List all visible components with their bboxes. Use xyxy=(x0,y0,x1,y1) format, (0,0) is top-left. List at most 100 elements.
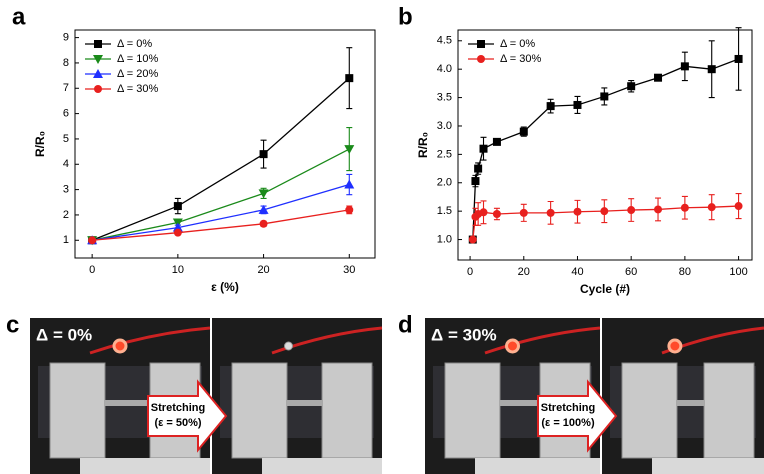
marker xyxy=(707,65,716,74)
series-line xyxy=(92,209,350,241)
rail xyxy=(105,400,150,406)
x-axis-label: Cycle (#) xyxy=(580,282,630,296)
marker xyxy=(680,62,689,71)
marker xyxy=(573,100,582,109)
marker xyxy=(477,55,485,63)
y-tick-label: 3.5 xyxy=(437,91,452,103)
y-tick-label: 8 xyxy=(63,57,69,69)
marker xyxy=(573,207,582,216)
y-tick-label: 2.0 xyxy=(437,177,452,189)
ruler xyxy=(80,458,210,474)
marker xyxy=(259,150,268,159)
y-tick-label: 3 xyxy=(63,184,69,196)
marker xyxy=(546,208,555,217)
y-axis-label: R/R₀ xyxy=(33,131,47,157)
rail xyxy=(500,400,540,406)
stretch-arrow xyxy=(147,379,228,453)
marker xyxy=(94,85,102,93)
marker xyxy=(600,92,609,101)
photo-label: Δ = 30% xyxy=(431,325,497,344)
led xyxy=(505,338,520,354)
x-tick-label: 30 xyxy=(343,264,355,276)
y-tick-label: 4.0 xyxy=(437,63,452,75)
panel-label: c xyxy=(6,311,19,338)
clamp xyxy=(49,362,106,459)
clamp xyxy=(444,362,501,459)
led xyxy=(112,338,128,354)
arrow-label: Stretching xyxy=(151,402,205,414)
marker xyxy=(259,219,268,228)
y-tick-label: 4 xyxy=(63,158,69,170)
y-tick-label: 7 xyxy=(63,82,69,94)
marker xyxy=(600,207,609,216)
marker xyxy=(88,236,97,245)
legend-label: Δ = 30% xyxy=(117,83,159,95)
led xyxy=(284,341,293,351)
marker xyxy=(344,145,355,155)
panel-label: b xyxy=(398,3,413,30)
marker xyxy=(172,222,183,232)
marker xyxy=(707,203,716,212)
x-tick-label: 40 xyxy=(571,266,583,278)
arrow-label: (ε = 50%) xyxy=(154,417,201,429)
y-tick-label: 9 xyxy=(63,32,69,44)
y-tick-label: 2 xyxy=(63,209,69,221)
rail xyxy=(287,400,322,406)
clamp xyxy=(231,362,288,459)
x-tick-label: 0 xyxy=(467,266,473,278)
marker xyxy=(546,102,555,111)
marker xyxy=(627,206,636,215)
series-line xyxy=(91,77,350,241)
marker xyxy=(492,137,501,146)
marker xyxy=(344,179,355,189)
marker xyxy=(479,144,488,153)
marker xyxy=(345,74,354,83)
x-tick-label: 20 xyxy=(257,264,269,276)
series-line xyxy=(92,148,350,241)
clamp xyxy=(703,362,755,459)
marker xyxy=(474,164,483,173)
panel-label: d xyxy=(398,311,413,338)
x-tick-label: 60 xyxy=(625,266,637,278)
marker xyxy=(479,208,488,217)
marker xyxy=(492,210,501,218)
marker xyxy=(734,202,743,211)
panel-label: a xyxy=(12,3,26,30)
y-tick-label: 1 xyxy=(63,234,69,246)
marker xyxy=(93,55,103,64)
clamp xyxy=(321,362,373,459)
x-tick-label: 100 xyxy=(729,266,747,278)
marker xyxy=(654,73,663,82)
y-axis-label: R/R₀ xyxy=(416,132,430,158)
x-tick-label: 0 xyxy=(89,264,95,276)
marker xyxy=(173,228,182,237)
wire xyxy=(484,326,601,355)
marker xyxy=(477,40,485,48)
marker xyxy=(94,40,102,48)
x-axis-label: ε (%) xyxy=(211,280,239,294)
wire xyxy=(271,326,383,355)
stretch-arrow xyxy=(537,379,618,453)
marker xyxy=(680,203,689,212)
arrow-label: (ε = 100%) xyxy=(541,417,595,429)
marker xyxy=(519,127,528,136)
legend-label: Δ = 0% xyxy=(117,38,152,50)
marker xyxy=(734,54,743,63)
marker xyxy=(471,177,480,186)
arrow-label: Stretching xyxy=(541,402,595,414)
clamp xyxy=(621,362,678,459)
marker xyxy=(468,235,477,244)
legend-label: Δ = 10% xyxy=(117,53,159,65)
x-tick-label: 80 xyxy=(679,266,691,278)
ruler xyxy=(652,458,764,474)
plot-frame xyxy=(457,29,753,261)
y-tick-label: 5 xyxy=(63,133,69,145)
y-tick-label: 1.0 xyxy=(437,233,452,245)
marker xyxy=(345,205,354,214)
marker xyxy=(93,69,103,78)
x-tick-label: 10 xyxy=(172,264,184,276)
marker xyxy=(258,204,269,214)
marker xyxy=(519,208,528,217)
y-tick-label: 1.5 xyxy=(437,205,452,217)
